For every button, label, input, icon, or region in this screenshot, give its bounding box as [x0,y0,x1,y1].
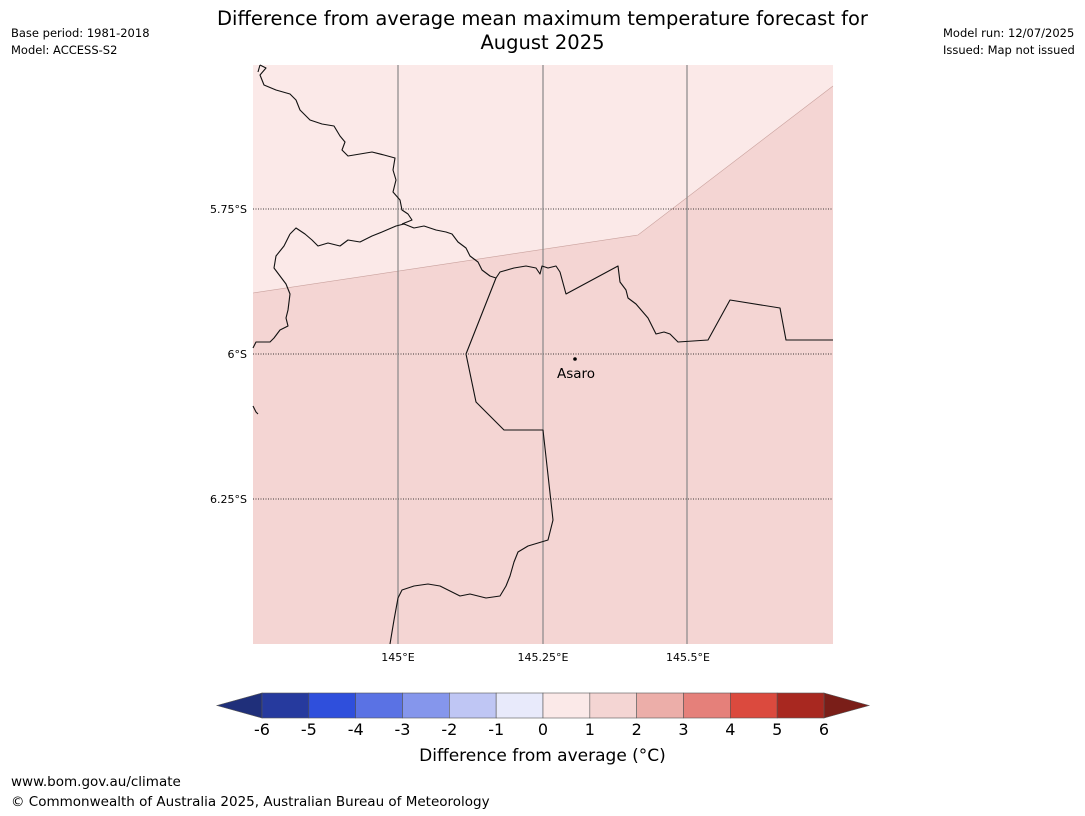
map-title-line-1: Difference from average mean maximum tem… [217,7,868,30]
colorbar-tick-label: 2 [632,720,642,739]
colorbar-ticks: -6 -5 -4 -3 -2 -1 0 1 2 3 4 5 6 [254,720,829,739]
colorbar-segment [683,692,731,719]
colorbar-title: Difference from average (°C) [419,746,666,766]
colorbar-tick-label: -3 [395,720,411,739]
lat-label-5-75s: 5.75°S [210,203,247,216]
footer-url: www.bom.gov.au/climate [11,774,181,790]
colorbar-tick-label: 5 [772,720,782,739]
province-boundaries [252,64,833,645]
colorbar-segment [776,692,825,719]
colorbar-tick-label: 1 [585,720,595,739]
map-title: Difference from average mean maximum tem… [0,7,1085,55]
base-period-text: Base period: 1981-2018 [11,26,150,40]
boundary-north [259,64,413,225]
asaro-label: Asaro [557,366,595,382]
colorbar-tick-label: 4 [725,720,735,739]
colorbar-segment [495,692,544,719]
colorbar-segment [402,692,450,719]
colorbar-segment [261,692,310,719]
zone-boundary-line [252,85,834,294]
colorbar-tick-label: -1 [488,720,504,739]
colorbar-under-arrow [215,692,263,719]
lat-label-6s: 6°S [228,348,247,361]
map-title-line-2: August 2025 [480,31,605,54]
lon-label-145-25e: 145.25°E [518,651,569,664]
lon-label-145-5e: 145.5°E [666,651,710,664]
boundary-central-north [289,223,833,343]
metadata-left: Base period: 1981-2018 Model: ACCESS-S2 [11,25,150,59]
colorbar-segment [730,692,778,719]
colorbar-segment [589,692,637,719]
colorbar-tick-label: -6 [254,720,270,739]
colorbar-segment [449,692,497,719]
colorbar-tick-label: 3 [678,720,688,739]
colorbar-segment [636,692,684,719]
lon-label-145e: 145°E [381,651,414,664]
colorbar-tick-label: -2 [441,720,457,739]
model-text: Model: ACCESS-S2 [11,43,118,57]
metadata-right: Model run: 12/07/2025 Issued: Map not is… [943,25,1075,59]
boundary-west-lower [252,233,291,349]
colorbar-segments [261,692,825,719]
colorbar-tick-label: -5 [301,720,317,739]
issued-text: Issued: Map not issued [943,43,1075,57]
footer-copyright: © Commonwealth of Australia 2025, Austra… [11,794,490,810]
model-run-text: Model run: 12/07/2025 [943,26,1075,40]
colorbar-segment [308,692,356,719]
boundary-central [389,277,554,645]
boundary-west [257,64,261,73]
colorbar-segment [355,692,403,719]
colorbar-tick-label: 0 [538,720,548,739]
colorbar-tick-label: -4 [348,720,364,739]
map-panel: Asaro 5.75°S 6°S 6.25°S 145°E 145.25°E 1… [210,64,834,664]
colorbar: -6 -5 -4 -3 -2 -1 0 1 2 3 4 5 6 [215,692,871,739]
boundary-edge-stub [252,405,259,415]
colorbar-tick-label: 6 [819,720,829,739]
lat-label-6-25s: 6.25°S [210,493,247,506]
colorbar-over-arrow [823,692,871,719]
colorbar-segment [542,692,591,719]
asaro-marker [573,357,577,361]
